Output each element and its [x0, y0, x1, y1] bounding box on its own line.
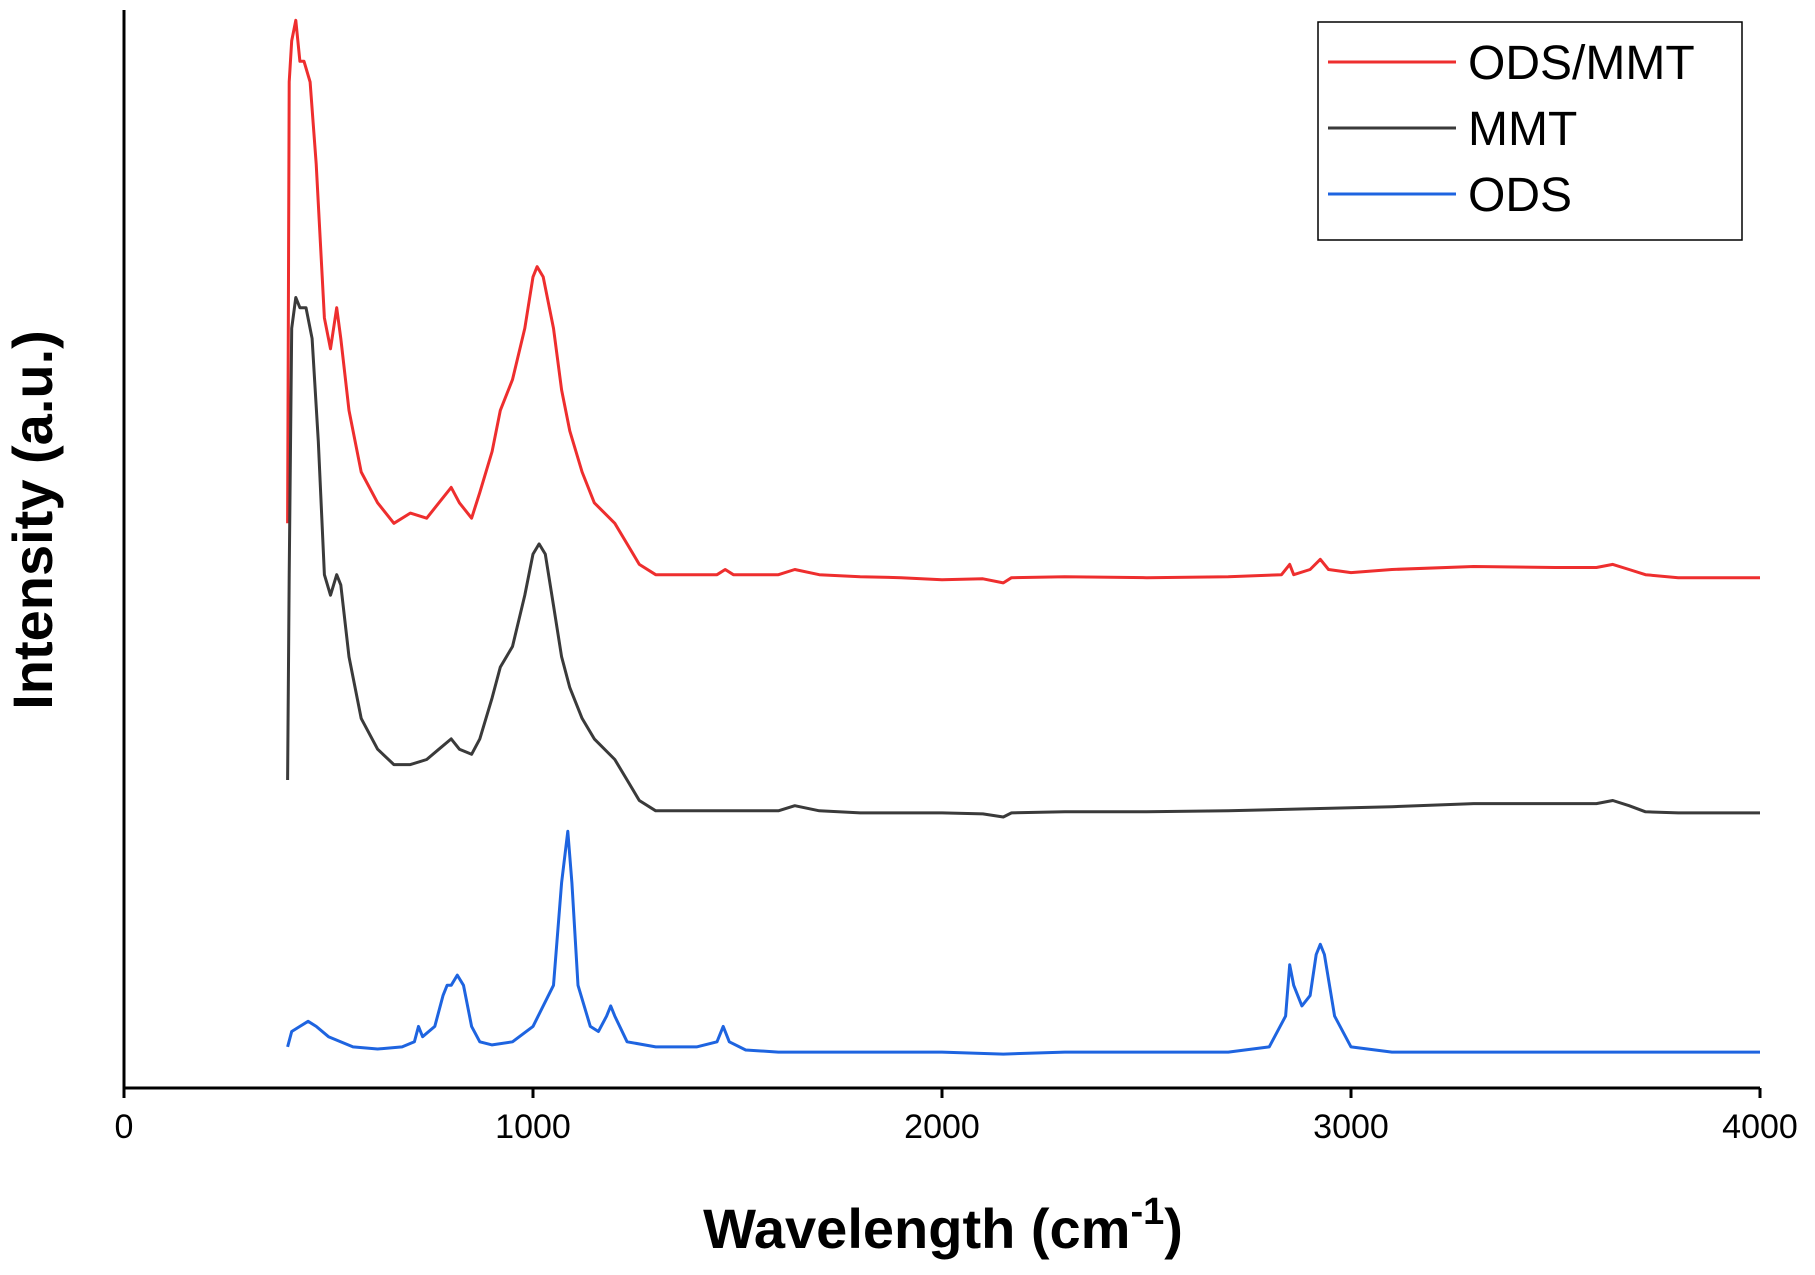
series-layer [286, 18, 1760, 1056]
x-tick-label: 1000 [495, 1108, 571, 1146]
legend-box [1317, 21, 1743, 241]
x-tick-label: 0 [115, 1108, 134, 1146]
legend-label: MMT [1468, 103, 1577, 156]
x-ticks: 0 1000 2000 3000 4000 [115, 1088, 1798, 1146]
series-line-ods [286, 829, 1760, 1056]
x-axis-title-superscript: -1 [1130, 1191, 1164, 1233]
x-axis-title-close: ) [1164, 1197, 1183, 1260]
legend-label: ODS/MMT [1468, 37, 1695, 90]
x-tick-label: 3000 [1313, 1108, 1389, 1146]
series-line-ods-mmt [286, 18, 1760, 585]
series-line-mmt [286, 296, 1760, 819]
legend-label: ODS [1468, 169, 1572, 222]
x-axis-title: Wavelength (cm-1) [703, 1191, 1183, 1260]
x-tick-label: 4000 [1722, 1108, 1798, 1146]
legend: ODS/MMT MMT ODS [1317, 21, 1743, 241]
x-tick-label: 2000 [904, 1108, 980, 1146]
y-axis-title: Intensity (a.u.) [1, 330, 64, 710]
